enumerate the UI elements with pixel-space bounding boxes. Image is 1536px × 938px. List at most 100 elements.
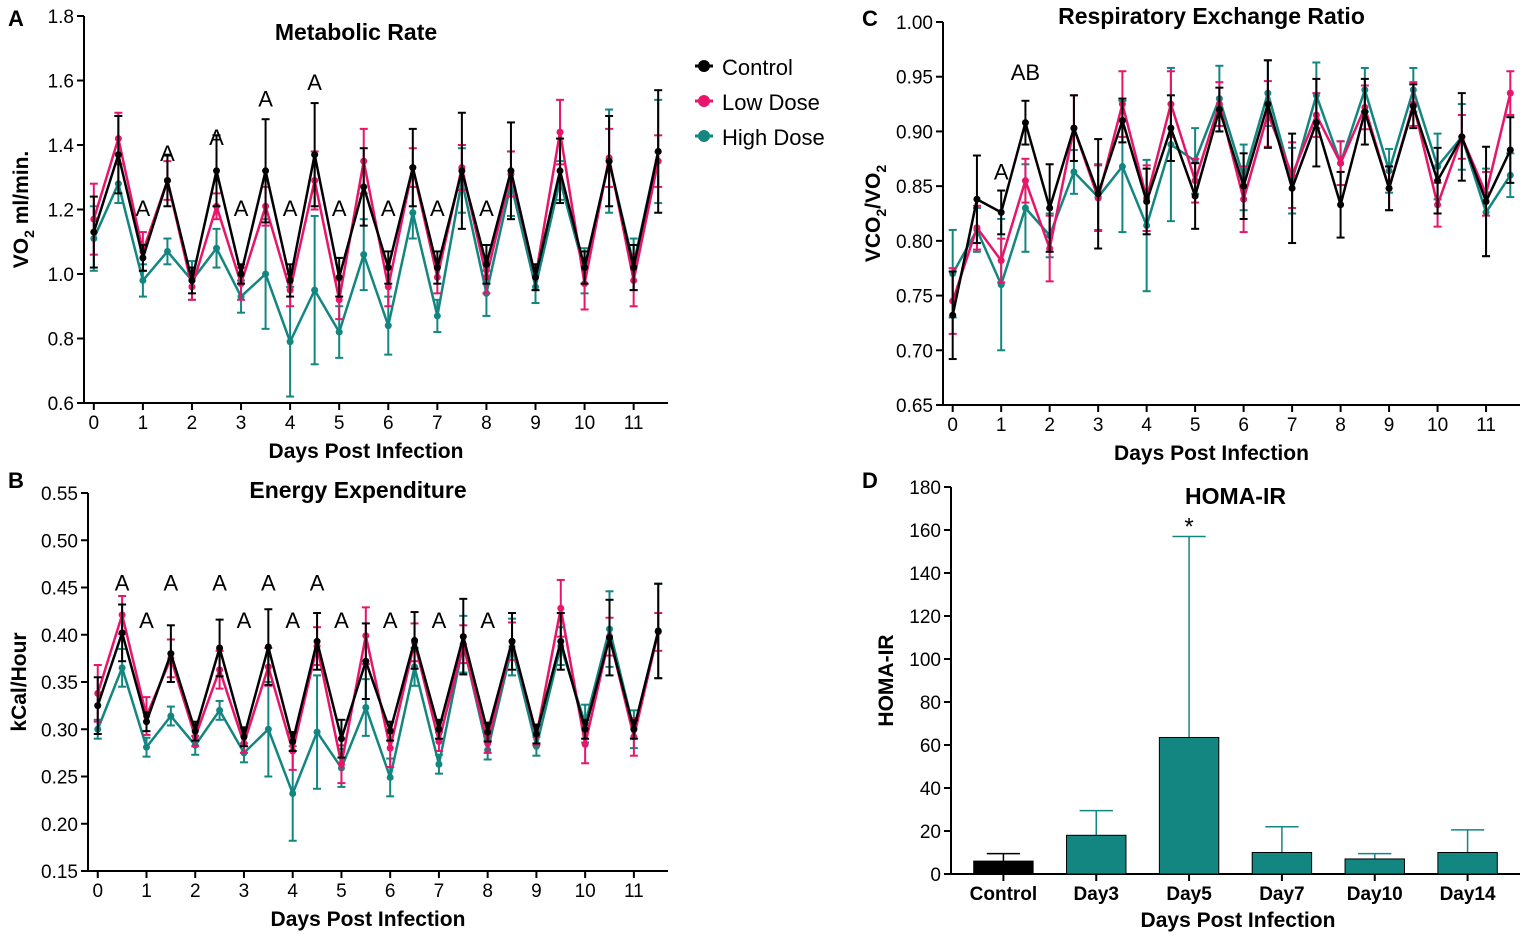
significance-label: A — [258, 86, 273, 111]
data-point-high — [142, 743, 150, 751]
data-point-high — [335, 328, 343, 336]
y-tick-label: 100 — [909, 650, 941, 671]
data-point-high — [362, 704, 370, 712]
legend-label-low-dose: Low Dose — [722, 90, 820, 115]
series-control — [93, 582, 663, 759]
data-point-low — [557, 604, 565, 612]
panel-label-b: B — [8, 468, 24, 493]
x-tick-label: Day10 — [1347, 884, 1403, 905]
x-tick-label: 6 — [1238, 415, 1249, 436]
data-point-control — [1046, 204, 1054, 212]
data-point-control — [1215, 106, 1223, 114]
data-point-high — [167, 712, 175, 720]
y-axis-label: VCO2/VO2 — [862, 165, 889, 263]
y-axis-label: HOMA-IR — [875, 634, 898, 726]
data-point-high — [386, 773, 394, 781]
data-point-control — [1385, 184, 1393, 192]
chart-title: HOMA-IR — [1185, 483, 1286, 509]
data-point-control — [264, 643, 272, 651]
y-axis-label-rest: ml/min. — [10, 151, 33, 230]
data-point-control — [581, 725, 589, 733]
y-tick-label: 0.8 — [48, 330, 74, 351]
y-tick-label: 0.75 — [896, 287, 933, 308]
bar — [1251, 852, 1313, 875]
y-tick-label: 0.45 — [41, 579, 78, 600]
data-point-high — [264, 725, 272, 733]
y-axis-label-main: HOMA-IR — [875, 634, 898, 726]
data-point-control — [557, 637, 565, 645]
data-point-control — [191, 727, 199, 735]
data-point-control — [139, 254, 147, 262]
legend-marker-high-dose — [698, 130, 710, 142]
x-axis-label: Days Post Infection — [271, 908, 466, 931]
data-point-high — [384, 322, 392, 330]
data-point-control — [1191, 192, 1199, 200]
series-line-high — [96, 628, 660, 797]
data-point-control — [1240, 182, 1248, 190]
y-tick-label: 0.65 — [896, 396, 933, 417]
significance-label: A — [332, 196, 347, 221]
data-point-high — [286, 338, 294, 346]
legend-label-high-dose: High Dose — [722, 125, 825, 150]
y-tick-label: 0.30 — [41, 720, 78, 741]
series-line-high — [92, 151, 660, 345]
data-point-high — [216, 706, 224, 714]
significance-label: A — [136, 196, 151, 221]
x-tick-label: 7 — [1287, 415, 1298, 436]
x-tick-label: Day7 — [1259, 884, 1304, 905]
data-point-control — [1118, 116, 1126, 124]
y-tick-label: 1.2 — [48, 201, 74, 222]
data-point-high — [289, 790, 297, 798]
legend: Control Low Dose High Dose — [695, 55, 825, 150]
data-point-control — [556, 167, 564, 175]
data-point-control — [1167, 124, 1175, 132]
y-axis-label: kCal/Hour — [8, 632, 31, 731]
legend-marker-control — [698, 60, 710, 72]
x-tick-label: 2 — [190, 881, 201, 902]
x-tick-label: 1 — [141, 881, 152, 902]
legend-item-low-dose: Low Dose — [695, 90, 820, 115]
x-tick-label: 3 — [1093, 415, 1104, 436]
significance-label: A — [285, 608, 300, 633]
significance-label: A — [383, 608, 398, 633]
data-point-control — [507, 167, 515, 175]
significance-label: A — [334, 608, 349, 633]
significance-label: A — [139, 608, 154, 633]
x-tick-label: 9 — [530, 413, 541, 434]
panel-d-chart: HOMA-IR 0 20 40 60 80 100 120 140 160 180 HOMA-IR Da… — [875, 478, 1520, 932]
data-point-control — [360, 183, 368, 191]
bar — [973, 860, 1034, 875]
data-point-high — [435, 760, 443, 768]
panel-label-a: A — [8, 6, 24, 31]
data-point-control — [1409, 102, 1417, 110]
legend-label-control: Control — [722, 55, 793, 80]
x-tick-label: 0 — [92, 881, 103, 902]
data-point-control — [1264, 100, 1272, 108]
x-tick-label: 8 — [1335, 415, 1346, 436]
data-point-control — [435, 725, 443, 733]
x-axis-label: Days Post Infection — [269, 440, 464, 463]
y-tick-label: 0.70 — [896, 341, 933, 362]
legend-item-high-dose: High Dose — [695, 125, 825, 150]
legend-marker-low-dose — [698, 95, 710, 107]
data-point-control — [459, 633, 467, 641]
data-point-control — [289, 738, 297, 746]
data-point-control — [118, 629, 126, 637]
significance-label: A — [237, 608, 252, 633]
data-point-control — [949, 311, 957, 319]
data-point-control — [411, 636, 419, 644]
series-line-control — [92, 149, 660, 281]
panel-label-d: D — [862, 468, 878, 493]
x-tick-label: 2 — [187, 413, 198, 434]
data-point-control — [531, 273, 539, 281]
data-point-low — [1337, 159, 1345, 167]
data-point-control — [1482, 197, 1490, 205]
significance-label: A — [283, 196, 298, 221]
data-point-control — [213, 167, 221, 175]
data-point-control — [337, 735, 345, 743]
data-point-control — [458, 167, 466, 175]
series-low — [948, 70, 1515, 335]
x-tick-label: 1 — [138, 413, 149, 434]
data-point-high — [360, 251, 368, 259]
